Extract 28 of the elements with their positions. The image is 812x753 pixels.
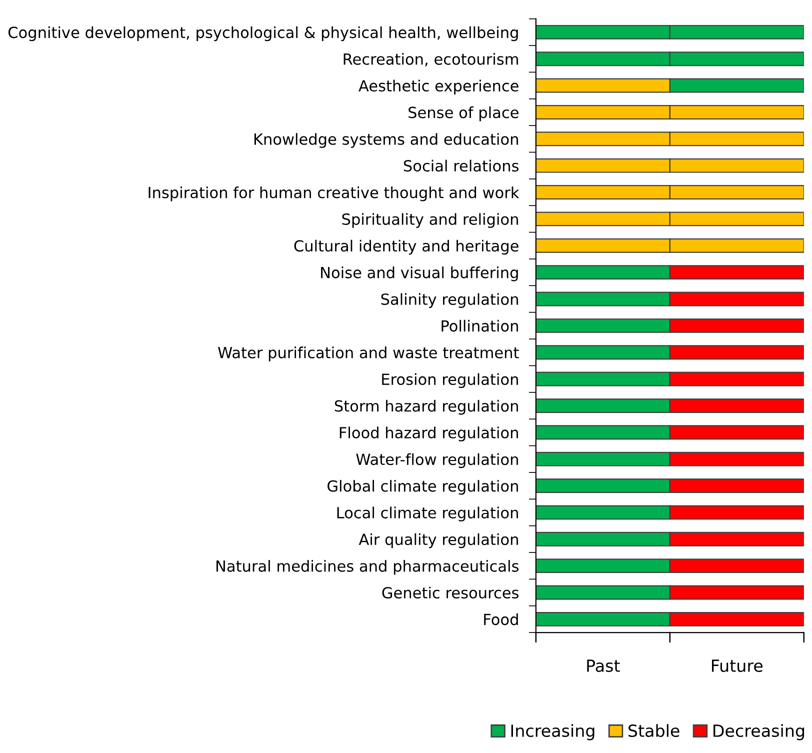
y-tick-label: Global climate regulation [328, 480, 518, 495]
y-tick-label: Aesthetic experience [358, 80, 518, 95]
y-tick-label: Recreation, ecotourism [344, 53, 518, 66]
y-tick-label: Noise and visual buffering [321, 266, 518, 282]
text: Decreasing [714, 724, 804, 740]
y-tick-label: Sense of place [408, 106, 518, 122]
y-tick-label: Flood hazard regulation [340, 426, 518, 442]
y-tick-label: Local climate regulation [337, 506, 518, 522]
y-tick-label: Natural medicines and pharmaceuticals [216, 560, 519, 575]
text: Future [712, 660, 763, 672]
y-tick-label: Pollination [442, 320, 518, 332]
y-tick-label: Salinity regulation [381, 293, 518, 308]
y-tick-label: Knowledge systems and education [254, 133, 518, 148]
y-tick-label: Inspiration for human creative thought and work [148, 186, 520, 202]
y-tick-label: Water-flow regulation [356, 453, 518, 468]
y-tick-label: Genetic resources [382, 586, 519, 599]
text: Past [587, 660, 620, 672]
y-tick-label: Erosion regulation [382, 373, 518, 388]
y-tick-label: Storm hazard regulation [334, 400, 518, 415]
y-tick-label: Air quality regulation [358, 533, 518, 548]
y-tick-label: Water purification and waste treatment [218, 346, 519, 362]
text: Increasing [511, 724, 594, 740]
y-tick-label: Food [484, 613, 518, 626]
y-tick-label: Cognitive development, psychological & physical health, wellbeing [8, 26, 518, 42]
y-tick-label: Cultural identity and heritage [294, 240, 518, 255]
y-tick-label: Social relations [404, 160, 519, 172]
y-tick-label: Spirituality and religion [342, 213, 518, 228]
text: Stable [628, 724, 680, 738]
